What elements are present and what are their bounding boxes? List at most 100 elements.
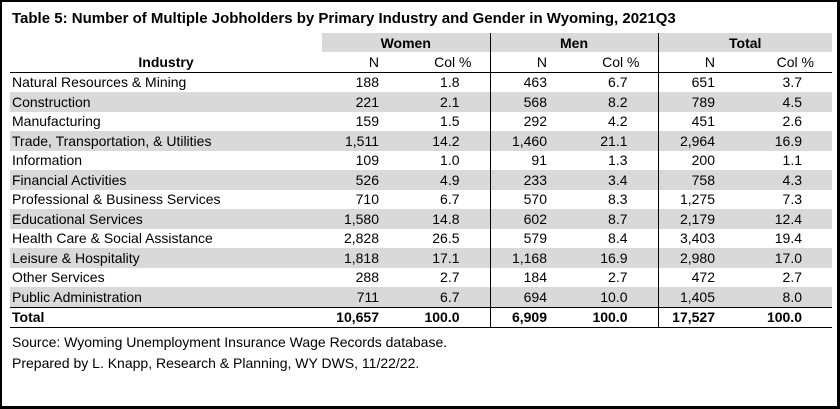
men-pct-header: Col % xyxy=(582,52,658,73)
men-pct-cell: 16.9 xyxy=(582,248,658,268)
men-n-total-cell: 6,909 xyxy=(489,306,582,328)
men-pct-cell: 8.4 xyxy=(608,230,628,247)
men-n-cell: 463 xyxy=(489,72,582,92)
men-pct-cell: 8.2 xyxy=(582,92,658,112)
women-n-cell: 526 xyxy=(322,170,414,190)
men-n-cell: 602 xyxy=(489,209,582,229)
total-pct-cell: 1.1 xyxy=(782,152,802,169)
table-row: Leisure & Hospitality 1,818 17.1 1,168 16.9 2… xyxy=(10,248,832,268)
men-pct-cell: 10.0 xyxy=(582,287,658,307)
women-n-cell: 109 xyxy=(355,152,379,169)
total-pct-cell: 7.3 xyxy=(782,191,802,208)
men-n-cell: 568 xyxy=(489,92,582,112)
total-pct-cell: 3.7 xyxy=(782,74,802,91)
men-pct-cell: 8.3 xyxy=(608,191,628,208)
women-pct-cell: 1.8 xyxy=(440,74,460,91)
table-row: Educational Services 1,580 14.8 602 8.7 2,179… xyxy=(10,209,832,229)
source-line: Source: Wyoming Unemployment Insurance W… xyxy=(12,334,448,350)
table-row: Natural Resources & Mining 188 1.8 463 6.7 65… xyxy=(10,72,832,92)
table-row: Construction 221 2.1 568 8.2 789 4.5 xyxy=(10,92,832,112)
column-header-row: Industry N Col % N Col % N Col % xyxy=(10,52,832,73)
total-group-header: Total xyxy=(657,33,832,52)
industry-cell: Leisure & Hospitality xyxy=(10,248,322,268)
industry-cell: Financial Activities xyxy=(10,170,322,190)
total-n-cell: 2,179 xyxy=(657,209,750,229)
total-label-cell: Total xyxy=(10,306,322,328)
men-pct-cell: 4.2 xyxy=(608,113,628,130)
women-n-cell: 1,511 xyxy=(322,131,414,151)
source-notes: Source: Wyoming Unemployment Insurance W… xyxy=(12,332,447,374)
industry-cell: Construction xyxy=(10,92,322,112)
industry-cell: Educational Services xyxy=(10,209,322,229)
men-pct-cell: 3.4 xyxy=(582,170,658,190)
industry-column-header: Industry xyxy=(10,52,322,73)
men-n-cell: 570 xyxy=(489,189,582,209)
total-pct-header: Col % xyxy=(750,52,832,73)
industry-cell: Public Administration xyxy=(10,287,322,307)
women-n-cell: 1,580 xyxy=(322,209,414,229)
men-n-header: N xyxy=(489,52,582,73)
table-row: Manufacturing 159 1.5 292 4.2 451 2.6 xyxy=(10,111,832,131)
men-n-cell: 91 xyxy=(489,150,582,170)
industry-cell: Other Services xyxy=(12,269,105,286)
men-group-header: Men xyxy=(489,33,658,52)
men-n-cell: 184 xyxy=(489,267,582,287)
total-row: Total 10,657 100.0 6,909 100.0 17,527 100.0 xyxy=(10,306,832,328)
total-pct-cell: 16.9 xyxy=(750,131,832,151)
industry-cell: Natural Resources & Mining xyxy=(12,74,187,91)
total-n-cell: 1,275 xyxy=(657,189,750,209)
total-n-total-cell: 17,527 xyxy=(657,306,750,328)
industry-cell: Professional & Business Services xyxy=(12,191,221,208)
women-n-cell: 159 xyxy=(355,113,379,130)
women-n-cell: 288 xyxy=(355,269,379,286)
men-pct-cell: 6.7 xyxy=(608,74,628,91)
total-n-cell: 200 xyxy=(657,150,750,170)
total-pct-cell: 8.0 xyxy=(750,287,832,307)
men-n-cell: 694 xyxy=(489,287,582,307)
men-n-cell: 579 xyxy=(489,228,582,248)
total-pct-cell: 4.5 xyxy=(750,92,832,112)
men-n-cell: 1,460 xyxy=(489,131,582,151)
group-header-row: Women Men Total xyxy=(10,33,832,52)
total-pct-total-cell: 100.0 xyxy=(750,306,832,328)
table-title: Table 5: Number of Multiple Jobholders b… xyxy=(12,10,676,27)
women-n-total-cell: 10,657 xyxy=(322,306,414,328)
total-n-header: N xyxy=(657,52,750,73)
women-pct-cell: 14.2 xyxy=(414,131,490,151)
industry-cell: Information xyxy=(12,152,83,169)
total-pct-cell: 17.0 xyxy=(750,248,832,268)
total-n-cell: 451 xyxy=(657,111,750,131)
total-pct-cell: 19.4 xyxy=(774,230,802,247)
women-pct-cell: 1.0 xyxy=(440,152,460,169)
table-row: Information 109 1.0 91 1.3 200 1.1 xyxy=(10,150,832,170)
men-pct-cell: 8.7 xyxy=(582,209,658,229)
women-pct-cell: 6.7 xyxy=(440,191,460,208)
total-n-cell: 758 xyxy=(657,170,750,190)
table-row: Other Services 288 2.7 184 2.7 472 2.7 xyxy=(10,267,832,287)
total-pct-cell: 2.6 xyxy=(782,113,802,130)
total-pct-cell: 2.7 xyxy=(782,269,802,286)
table-row: Health Care & Social Assistance 2,828 26.5… xyxy=(10,228,832,248)
table-row: Trade, Transportation, & Utilities 1,511 1… xyxy=(10,131,832,151)
women-n-header: N xyxy=(322,52,414,73)
table-body: Natural Resources & Mining 188 1.8 463 6.7 65… xyxy=(10,72,832,328)
men-pct-cell: 1.3 xyxy=(608,152,628,169)
total-n-cell: 2,964 xyxy=(657,131,750,151)
women-n-cell: 711 xyxy=(322,287,414,307)
industry-cell: Health Care & Social Assistance xyxy=(12,230,213,247)
women-n-cell: 710 xyxy=(355,191,379,208)
women-pct-cell: 14.8 xyxy=(414,209,490,229)
women-n-cell: 2,828 xyxy=(343,230,379,247)
women-pct-cell: 2.1 xyxy=(414,92,490,112)
table-row: Financial Activities 526 4.9 233 3.4 758 4.3 xyxy=(10,170,832,190)
women-group-header: Women xyxy=(322,33,490,52)
total-n-cell: 472 xyxy=(657,267,750,287)
men-pct-total-cell: 100.0 xyxy=(582,306,658,328)
industry-cell: Manufacturing xyxy=(12,113,101,130)
women-n-cell: 221 xyxy=(322,92,414,112)
men-n-cell: 233 xyxy=(489,170,582,190)
women-pct-cell: 17.1 xyxy=(414,248,490,268)
total-n-cell: 789 xyxy=(657,92,750,112)
men-n-cell: 292 xyxy=(489,111,582,131)
